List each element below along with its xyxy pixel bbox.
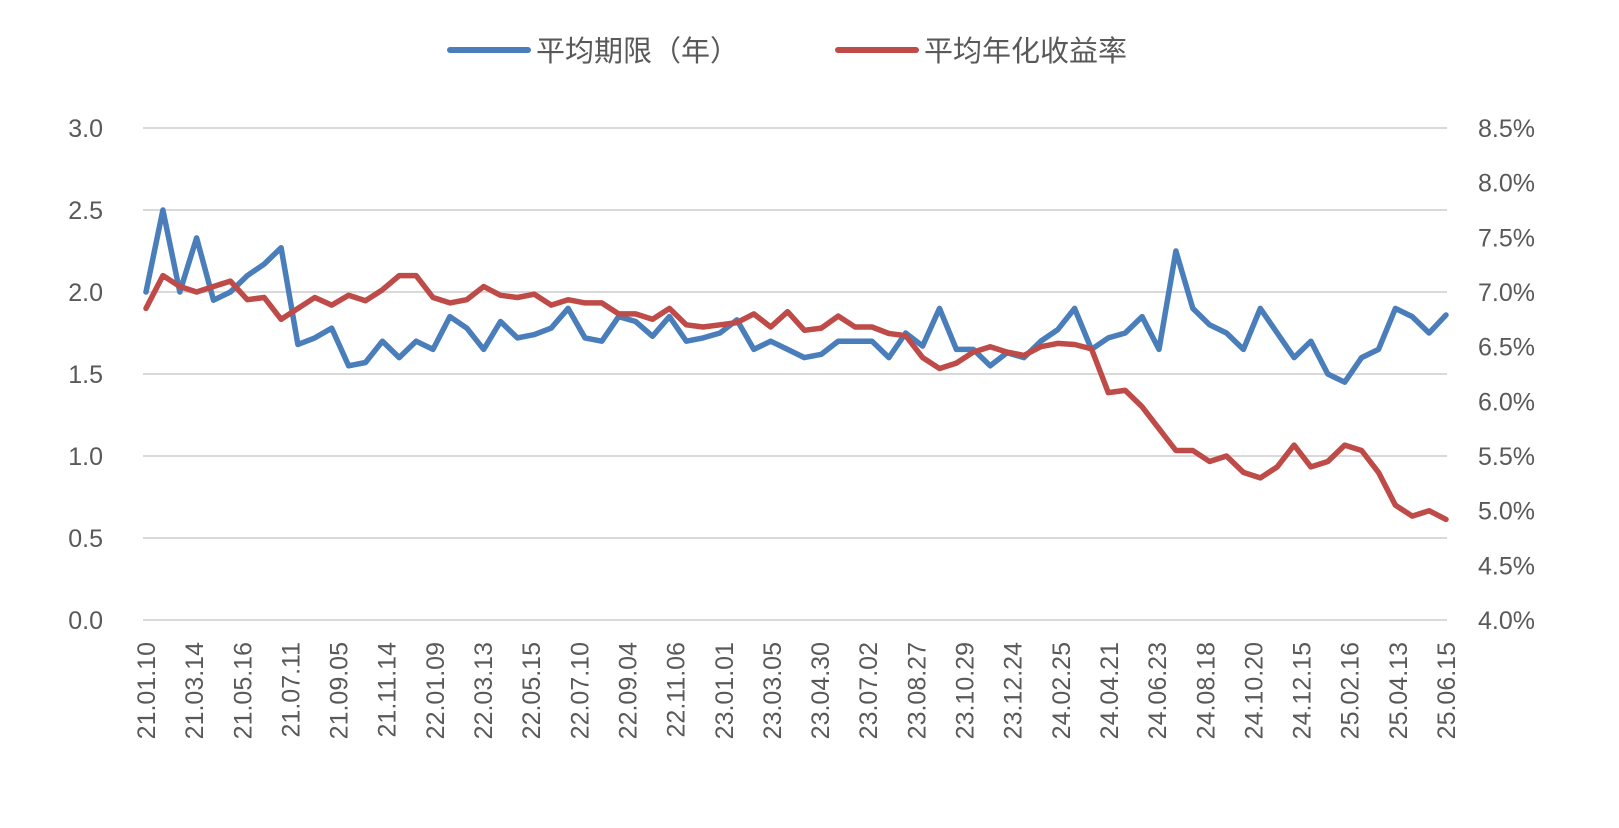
x-axis: 21.01.10 21.03.14 21.05.16 21.07.11 21.09.05… bbox=[133, 642, 1461, 739]
legend-label-avg-yield: 平均年化收益率 bbox=[924, 34, 1127, 68]
right-y-tick-label: 5.0% bbox=[1478, 498, 1535, 526]
x-tick-label: 23.01.01 bbox=[711, 642, 739, 739]
x-tick-label: 21.09.05 bbox=[326, 642, 354, 739]
right-y-tick-label: 8.0% bbox=[1478, 170, 1535, 198]
x-tick-label: 24.08.18 bbox=[1192, 642, 1220, 739]
x-tick-label: 22.07.10 bbox=[566, 642, 594, 739]
x-tick-label: 21.11.14 bbox=[374, 642, 402, 738]
x-tick-label: 25.04.13 bbox=[1385, 642, 1413, 739]
legend-label-avg-term: 平均期限（年） bbox=[536, 34, 739, 68]
x-tick-label: 22.05.15 bbox=[518, 642, 546, 739]
left-y-axis: 0.0 0.5 1.0 1.5 2.0 2.5 3.0 bbox=[68, 115, 103, 635]
x-tick-label: 23.12.24 bbox=[1000, 642, 1028, 739]
x-tick-label: 21.07.11 bbox=[277, 642, 305, 737]
left-y-tick-label: 3.0 bbox=[68, 115, 103, 143]
right-y-tick-label: 4.5% bbox=[1478, 552, 1535, 580]
x-tick-label: 25.02.16 bbox=[1337, 642, 1365, 739]
x-tick-label: 24.10.20 bbox=[1240, 642, 1268, 739]
x-tick-label: 21.05.16 bbox=[229, 642, 257, 739]
gridlines bbox=[143, 127, 1447, 621]
right-y-tick-label: 6.5% bbox=[1478, 334, 1535, 362]
right-y-tick-label: 8.5% bbox=[1478, 115, 1535, 143]
x-tick-label: 24.06.23 bbox=[1144, 642, 1172, 739]
x-tick-label: 22.01.09 bbox=[422, 642, 450, 739]
x-tick-label: 24.04.21 bbox=[1096, 642, 1124, 739]
x-tick-label: 23.08.27 bbox=[903, 642, 931, 739]
x-tick-label: 25.06.15 bbox=[1433, 642, 1461, 739]
right-y-tick-label: 7.5% bbox=[1478, 224, 1535, 252]
right-y-tick-label: 6.0% bbox=[1478, 388, 1535, 416]
x-tick-label: 23.03.05 bbox=[759, 642, 787, 739]
right-y-tick-label: 7.0% bbox=[1478, 279, 1535, 307]
left-y-tick-label: 1.5 bbox=[68, 361, 103, 389]
avg-yield-line bbox=[143, 272, 1449, 523]
x-tick-label: 23.07.02 bbox=[855, 642, 883, 739]
x-tick-label: 23.10.29 bbox=[952, 642, 980, 739]
left-y-tick-label: 2.0 bbox=[68, 279, 103, 307]
left-y-tick-label: 1.0 bbox=[68, 443, 103, 471]
series-lines bbox=[143, 207, 1449, 523]
legend: 平均期限（年） 平均年化收益率 bbox=[447, 34, 1127, 68]
x-tick-label: 24.02.25 bbox=[1048, 642, 1076, 739]
x-tick-label: 24.12.15 bbox=[1289, 642, 1317, 739]
x-tick-label: 22.03.13 bbox=[470, 642, 498, 739]
right-y-tick-label: 5.5% bbox=[1478, 443, 1535, 471]
x-tick-label: 22.09.04 bbox=[614, 642, 642, 739]
left-y-tick-label: 2.5 bbox=[68, 197, 103, 225]
x-tick-label: 23.04.30 bbox=[807, 642, 835, 739]
left-y-tick-label: 0.5 bbox=[68, 525, 103, 553]
right-y-axis: 4.0% 4.5% 5.0% 5.5% 6.0% 6.5% 7.0% 7.5% 8.0% 8.5% bbox=[1478, 115, 1535, 635]
x-tick-label: 21.01.10 bbox=[133, 642, 161, 739]
legend-item-avg-term: 平均期限（年） bbox=[447, 34, 739, 68]
left-y-tick-label: 0.0 bbox=[68, 607, 103, 635]
avg-term-line bbox=[143, 207, 1449, 385]
x-tick-label: 21.03.14 bbox=[181, 642, 209, 739]
legend-item-avg-yield: 平均年化收益率 bbox=[835, 34, 1127, 68]
x-tick-label: 22.11.06 bbox=[663, 642, 691, 737]
right-y-tick-label: 4.0% bbox=[1478, 607, 1535, 635]
